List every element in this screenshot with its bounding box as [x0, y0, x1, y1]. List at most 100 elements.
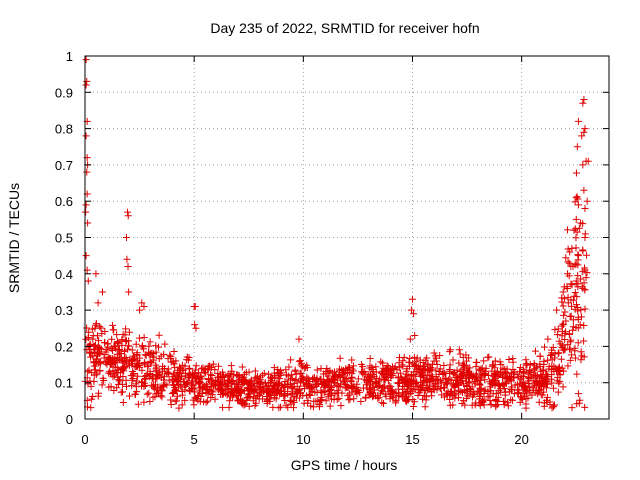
data-point [550, 365, 558, 373]
data-point [245, 392, 253, 400]
data-point [501, 379, 509, 387]
data-point [223, 391, 231, 399]
data-point [427, 371, 435, 379]
data-point [426, 378, 434, 386]
data-point [556, 377, 564, 385]
data-point [282, 401, 290, 409]
y-tick-label: 0.2 [55, 339, 73, 354]
data-point [249, 387, 257, 395]
data-point [123, 382, 131, 390]
data-point [282, 371, 290, 379]
data-point [382, 370, 390, 378]
data-point [275, 404, 283, 412]
data-point [581, 234, 589, 241]
data-point [106, 368, 114, 376]
data-point [313, 366, 321, 374]
data-point [109, 321, 117, 329]
data-point [155, 355, 163, 363]
data-point [496, 368, 504, 376]
data-point [186, 364, 194, 372]
data-point [142, 372, 150, 380]
data-point [510, 374, 518, 382]
data-point [505, 356, 513, 364]
data-point [139, 342, 147, 350]
data-point [565, 259, 573, 267]
data-point [104, 353, 112, 361]
data-point [186, 387, 194, 395]
data-point [559, 288, 567, 296]
data-point [171, 383, 179, 391]
data-point [429, 360, 437, 368]
data-point [333, 395, 341, 403]
data-point [357, 397, 365, 405]
data-point [409, 387, 417, 395]
data-point [574, 252, 582, 260]
data-point [260, 385, 268, 393]
data-point [455, 387, 463, 395]
data-point [568, 281, 576, 289]
y-tick-label: 0 [66, 412, 73, 427]
data-point [570, 292, 578, 300]
data-point [472, 399, 480, 407]
data-point [535, 398, 543, 406]
data-point [566, 313, 574, 321]
data-point [389, 394, 397, 402]
data-point [292, 375, 300, 383]
data-point [204, 366, 212, 374]
data-point [460, 380, 468, 388]
data-point [140, 398, 148, 406]
data-point [560, 311, 568, 319]
data-point [516, 363, 524, 371]
data-point [287, 391, 295, 399]
data-point [219, 390, 227, 398]
data-point [134, 372, 142, 380]
data-point [532, 388, 540, 396]
data-point [289, 404, 297, 412]
data-point [433, 386, 441, 394]
data-point [133, 349, 141, 357]
data-point [572, 234, 580, 242]
data-point [515, 388, 523, 396]
data-point [214, 376, 222, 384]
data-point [487, 401, 495, 409]
data-point [280, 392, 288, 400]
data-point [540, 367, 548, 375]
data-point [130, 370, 138, 378]
data-point [323, 376, 331, 384]
data-point [357, 361, 365, 369]
data-point [347, 383, 355, 391]
data-point [208, 364, 216, 372]
x-axis-label: GPS time / hours [291, 457, 398, 473]
data-point [414, 392, 422, 400]
data-point [574, 339, 582, 347]
data-point [232, 386, 240, 394]
data-point [140, 302, 148, 310]
data-point [100, 351, 108, 359]
data-point [272, 395, 280, 403]
data-point [371, 378, 379, 386]
data-point [485, 353, 493, 361]
data-point [366, 355, 374, 363]
chart-title: Day 235 of 2022, SRMTID for receiver hof… [210, 20, 479, 36]
data-point [550, 403, 558, 411]
data-point [576, 321, 584, 329]
data-point [101, 327, 109, 335]
data-point [245, 402, 253, 410]
data-point [87, 404, 95, 412]
data-point [266, 391, 274, 399]
data-point [574, 117, 582, 125]
data-point [580, 279, 588, 287]
data-point [458, 366, 466, 374]
data-point [417, 381, 425, 389]
data-point [504, 402, 512, 410]
data-point [583, 269, 591, 277]
data-point [494, 393, 502, 401]
data-point [524, 394, 532, 402]
data-point [389, 388, 397, 396]
data-point [195, 369, 203, 377]
data-point [548, 351, 556, 359]
data-point [208, 377, 216, 385]
data-point [409, 377, 417, 385]
data-point [148, 381, 156, 389]
data-point [394, 385, 402, 393]
